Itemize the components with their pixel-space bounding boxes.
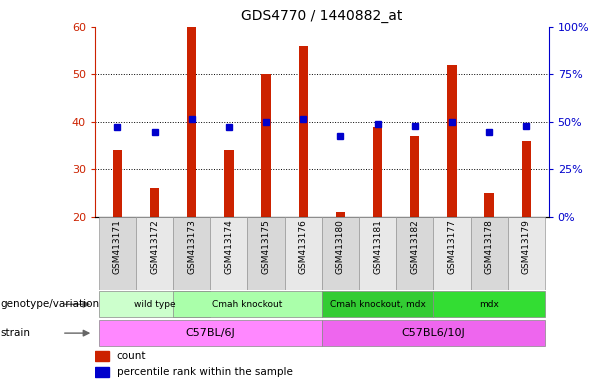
Bar xyxy=(299,46,308,217)
Bar xyxy=(336,212,345,217)
Bar xyxy=(99,320,322,346)
Bar xyxy=(173,217,210,290)
Bar xyxy=(95,367,109,377)
Bar xyxy=(471,217,508,290)
Bar xyxy=(99,217,136,290)
Bar xyxy=(447,65,457,217)
Text: GSM413175: GSM413175 xyxy=(262,219,270,274)
Bar xyxy=(113,151,122,217)
Bar xyxy=(433,217,471,290)
Text: GSM413180: GSM413180 xyxy=(336,219,345,274)
Text: mdx: mdx xyxy=(479,300,499,309)
Bar xyxy=(322,291,433,317)
Bar xyxy=(373,127,383,217)
Bar xyxy=(261,74,271,217)
Bar xyxy=(248,217,284,290)
Text: GSM413178: GSM413178 xyxy=(485,219,493,274)
Bar xyxy=(484,193,494,217)
Text: GSM413179: GSM413179 xyxy=(522,219,531,274)
Text: GSM413173: GSM413173 xyxy=(187,219,196,274)
Text: GSM413177: GSM413177 xyxy=(447,219,457,274)
Text: C57BL6/10J: C57BL6/10J xyxy=(402,328,465,338)
Text: GSM413172: GSM413172 xyxy=(150,219,159,274)
Bar xyxy=(95,351,109,361)
Bar xyxy=(359,217,396,290)
Bar xyxy=(410,136,419,217)
Text: percentile rank within the sample: percentile rank within the sample xyxy=(117,367,292,377)
Bar xyxy=(322,320,545,346)
Text: genotype/variation: genotype/variation xyxy=(0,299,99,310)
Text: strain: strain xyxy=(0,328,30,338)
Bar xyxy=(224,151,234,217)
Text: count: count xyxy=(117,351,147,361)
Text: GSM413176: GSM413176 xyxy=(299,219,308,274)
Bar xyxy=(187,27,196,217)
Bar xyxy=(99,291,210,317)
Text: Cmah knockout, mdx: Cmah knockout, mdx xyxy=(330,300,425,309)
Bar xyxy=(433,291,545,317)
Bar xyxy=(396,217,433,290)
Bar xyxy=(150,189,159,217)
Text: Cmah knockout: Cmah knockout xyxy=(212,300,283,309)
Title: GDS4770 / 1440882_at: GDS4770 / 1440882_at xyxy=(241,9,403,23)
Text: GSM413182: GSM413182 xyxy=(410,219,419,274)
Bar xyxy=(136,217,173,290)
Text: GSM413171: GSM413171 xyxy=(113,219,122,274)
Bar xyxy=(322,217,359,290)
Bar xyxy=(508,217,545,290)
Bar xyxy=(284,217,322,290)
Bar xyxy=(522,141,531,217)
Text: GSM413174: GSM413174 xyxy=(224,219,234,274)
Bar xyxy=(173,291,322,317)
Text: C57BL/6J: C57BL/6J xyxy=(185,328,235,338)
Text: wild type: wild type xyxy=(134,300,175,309)
Bar xyxy=(210,217,248,290)
Text: GSM413181: GSM413181 xyxy=(373,219,382,274)
